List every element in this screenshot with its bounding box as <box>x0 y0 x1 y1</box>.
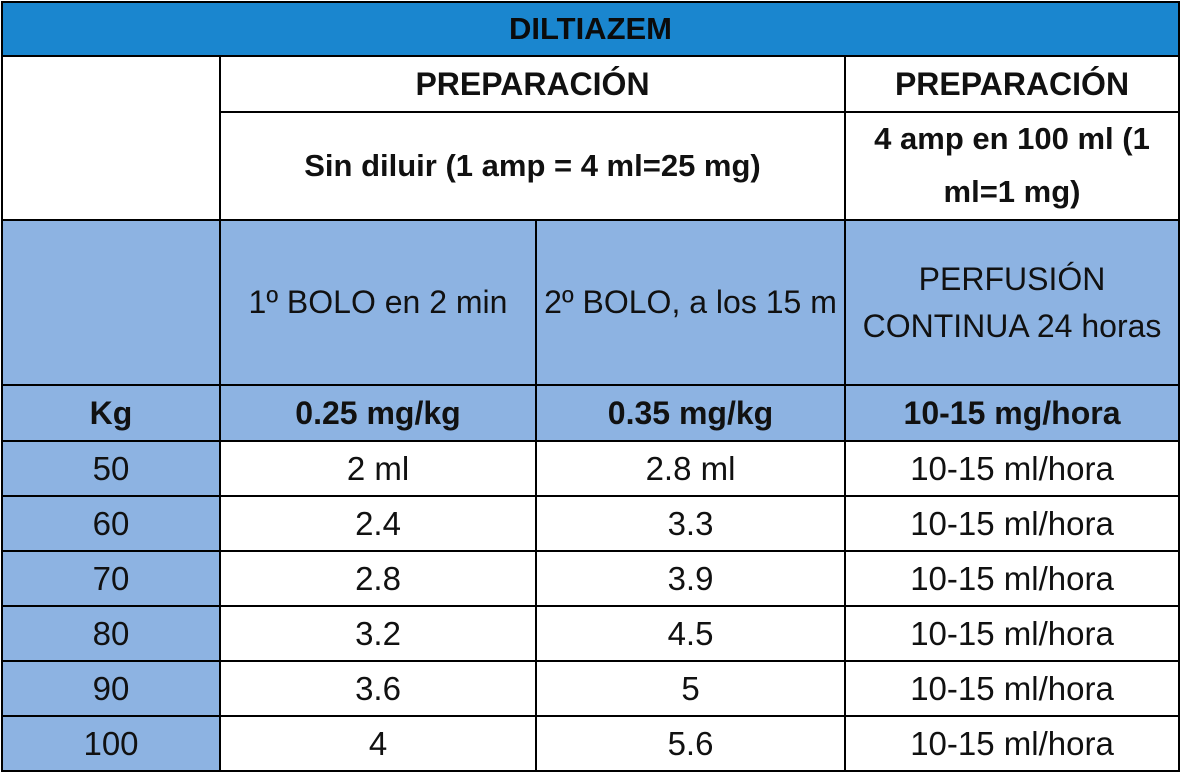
bolo2-cell: 3.3 <box>535 495 846 552</box>
preparation-right-header: PREPARACIÓN <box>843 55 1180 113</box>
kg-cell: 50 <box>1 440 221 497</box>
column-labels-row: 1º BOLO en 2 min 2º BOLO, a los 15 m PER… <box>1 219 1180 386</box>
table-row: 90 3.6 5 10-15 ml/hora <box>1 660 1180 717</box>
bolo2-cell: 3.9 <box>535 550 846 607</box>
bolo1-cell: 3.2 <box>219 605 537 662</box>
kg-cell: 80 <box>1 605 221 662</box>
perfusion-cell: 10-15 ml/hora <box>843 440 1180 497</box>
bolo1-cell: 2.4 <box>219 495 537 552</box>
title-row: DILTIAZEM <box>0 1 1180 57</box>
perfusion-label: PERFUSIÓN CONTINUA 24 horas <box>843 219 1180 386</box>
empty-label-cell <box>1 219 221 386</box>
table-row: 60 2.4 3.3 10-15 ml/hora <box>1 495 1180 552</box>
bolo1-label: 1º BOLO en 2 min <box>219 219 537 386</box>
preparation-left-header: PREPARACIÓN <box>219 55 846 113</box>
empty-corner-cell <box>1 55 221 221</box>
bolo1-cell: 2 ml <box>219 440 537 497</box>
bolo1-cell: 2.8 <box>219 550 537 607</box>
perfusion-cell: 10-15 ml/hora <box>843 495 1180 552</box>
kg-cell: 70 <box>1 550 221 607</box>
bolo2-cell: 5 <box>535 660 846 717</box>
kg-cell: 90 <box>1 660 221 717</box>
perfusion-cell: 10-15 ml/hora <box>843 605 1180 662</box>
kg-header: Kg <box>1 384 221 442</box>
table-row: 80 3.2 4.5 10-15 ml/hora <box>1 605 1180 662</box>
perfusion-cell: 10-15 ml/hora <box>843 660 1180 717</box>
preparation-row: PREPARACIÓN PREPARACIÓN <box>1 55 1180 221</box>
table-row: 100 4 5.6 10-15 ml/hora <box>1 715 1180 772</box>
bolo2-dose: 0.35 mg/kg <box>535 384 846 442</box>
bolo2-label: 2º BOLO, a los 15 m <box>535 219 846 386</box>
bolo2-cell: 4.5 <box>535 605 846 662</box>
bolo1-cell: 3.6 <box>219 660 537 717</box>
preparation-detail-row: Sin diluir (1 amp = 4 ml=25 mg) 4 amp en… <box>2 111 1180 221</box>
bolo2-cell: 2.8 ml <box>535 440 846 497</box>
dose-units-row: Kg 0.25 mg/kg 0.35 mg/kg 10-15 mg/hora <box>1 384 1180 442</box>
preparation-right-detail: 4 amp en 100 ml (1 ml=1 mg) <box>843 111 1180 221</box>
bolo2-cell: 5.6 <box>535 715 846 772</box>
perfusion-cell: 10-15 ml/hora <box>843 550 1180 607</box>
table-row: 50 2 ml 2.8 ml 10-15 ml/hora <box>1 440 1180 497</box>
kg-cell: 100 <box>1 715 221 772</box>
bolo1-dose: 0.25 mg/kg <box>219 384 537 442</box>
perfusion-dose: 10-15 mg/hora <box>843 384 1180 442</box>
bolo1-cell: 4 <box>219 715 537 772</box>
perfusion-cell: 10-15 ml/hora <box>843 715 1180 772</box>
kg-cell: 60 <box>1 495 221 552</box>
table-title: DILTIAZEM <box>0 1 1180 57</box>
table-row: 70 2.8 3.9 10-15 ml/hora <box>1 550 1180 607</box>
preparation-left-detail: Sin diluir (1 amp = 4 ml=25 mg) <box>219 111 846 221</box>
